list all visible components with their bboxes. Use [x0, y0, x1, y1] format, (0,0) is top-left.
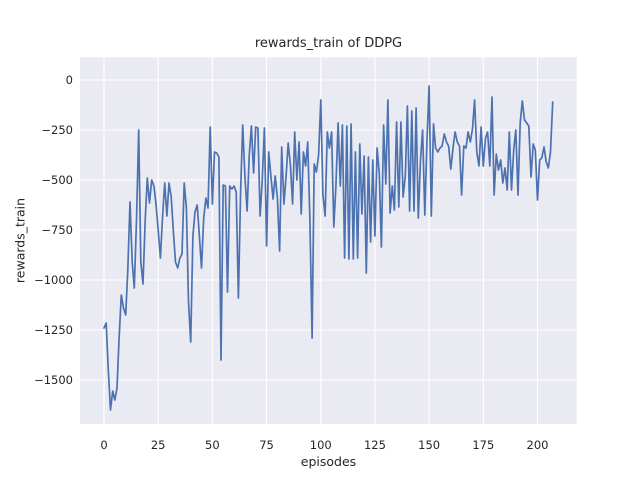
x-tick-label: 125: [364, 438, 386, 452]
y-tick-label: −250: [41, 123, 73, 137]
x-tick-label: 75: [259, 438, 274, 452]
y-tick-label: −750: [41, 223, 73, 237]
x-tick-label: 50: [205, 438, 220, 452]
x-tick-label: 0: [100, 438, 107, 452]
y-tick-label: −1250: [34, 323, 73, 337]
x-tick-label: 150: [418, 438, 440, 452]
y-tick-label: −1000: [34, 273, 73, 287]
axes-background: [80, 57, 577, 424]
x-tick-label: 200: [527, 438, 549, 452]
y-axis-label: rewards_train: [12, 197, 28, 284]
y-tick-label: −1500: [34, 373, 73, 387]
x-tick-label: 175: [472, 438, 494, 452]
x-tick-label: 25: [151, 438, 166, 452]
y-tick-label: 0: [66, 73, 73, 87]
rewards-line: [103, 85, 554, 411]
x-axis-label: episodes: [300, 454, 357, 469]
y-tick-label: −500: [41, 173, 73, 187]
chart-title: rewards_train of DDPG: [254, 36, 403, 51]
x-tick-label: 100: [310, 438, 332, 452]
